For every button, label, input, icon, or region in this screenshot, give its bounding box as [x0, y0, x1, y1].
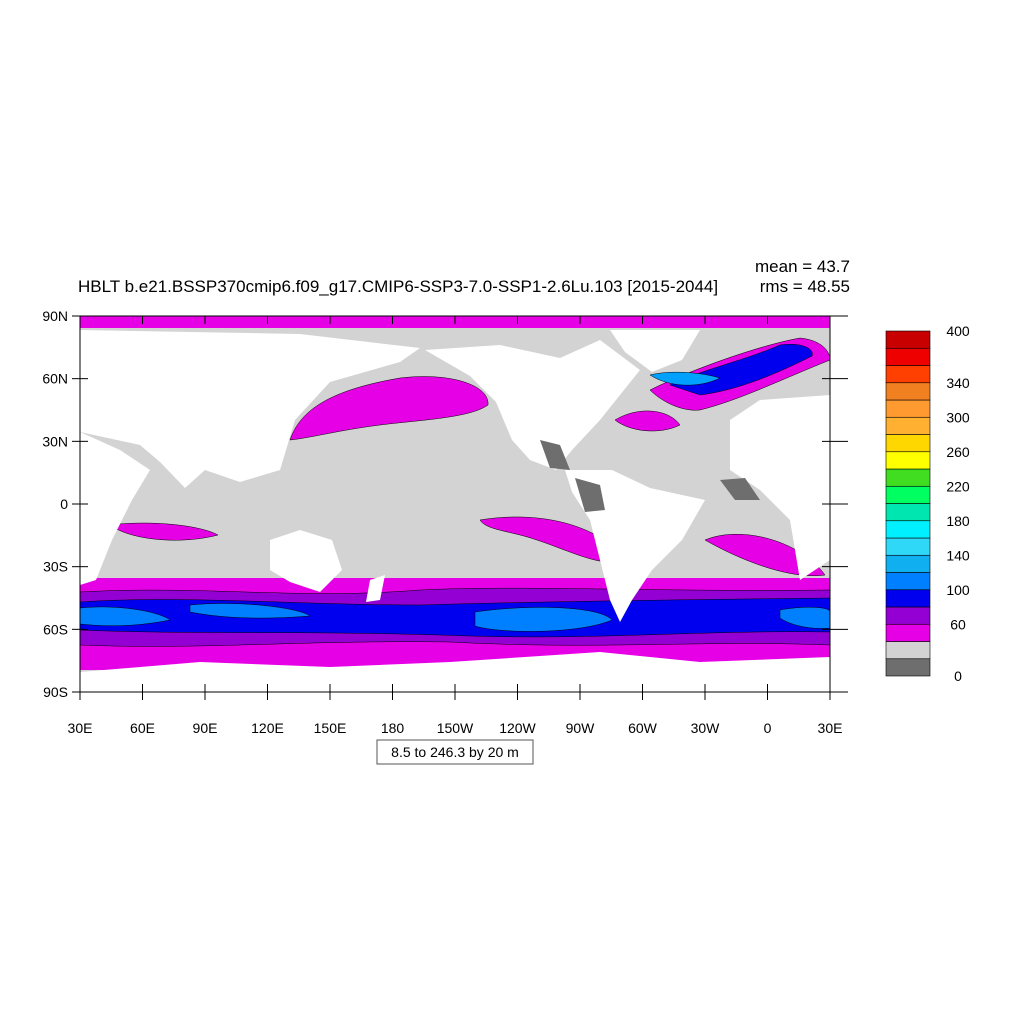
colorbar-box: [885, 606, 931, 625]
x-tick-label: 30E: [68, 720, 93, 736]
colorbar-box: [885, 520, 931, 539]
colorbar-label: 220: [946, 478, 970, 494]
southern-band: [80, 603, 830, 632]
colorbar-box: [885, 347, 931, 366]
x-tick-label: 30W: [691, 720, 721, 736]
y-tick-label: 60S: [43, 621, 68, 637]
land: [270, 530, 385, 602]
colorbar-box: [885, 451, 931, 470]
x-tick-label: 0: [764, 720, 772, 736]
land: [610, 330, 700, 372]
land: [80, 330, 420, 488]
y-tick-label: 30N: [42, 433, 68, 449]
colorbar-label: 140: [946, 547, 970, 563]
colorbar-box: [885, 485, 931, 504]
colorbar-box: [885, 434, 931, 453]
shallow-ocean: [540, 440, 760, 512]
colorbar-box: [885, 399, 931, 418]
pacific-patch: [289, 376, 489, 441]
x-tick-label: 120W: [499, 720, 536, 736]
colorbar-box: [885, 330, 931, 349]
x-tick-label: 150E: [314, 720, 347, 736]
atlantic-patch: [649, 371, 721, 386]
colorbar-label: 300: [946, 409, 970, 425]
colorbar-box: [885, 468, 931, 487]
colorbar-label: 0: [954, 668, 962, 684]
land: [80, 652, 830, 692]
land: [730, 395, 830, 580]
colorbar-label: 100: [946, 582, 970, 598]
colorbar-box: [885, 503, 931, 522]
x-tick-label: 90E: [193, 720, 218, 736]
colorbar-label: 400: [946, 323, 970, 339]
contour-info: 8.5 to 246.3 by 20 m: [391, 744, 519, 760]
colorbar-box: [885, 365, 931, 384]
colorbar-box: [885, 572, 931, 591]
y-tick-label: 90S: [43, 684, 68, 700]
colorbar-box: [885, 658, 931, 677]
colorbar-label: 340: [946, 375, 970, 391]
colorbar-label: 260: [946, 444, 970, 460]
x-tick-label: 180: [381, 720, 405, 736]
x-tick-label: 120E: [251, 720, 284, 736]
y-tick-label: 30S: [43, 559, 68, 575]
x-tick-label: 30E: [818, 720, 843, 736]
colorbar-box: [885, 623, 931, 642]
info-box: [376, 739, 534, 765]
map-title: HBLT b.e21.BSSP370cmip6.f09_g17.CMIP6-SS…: [78, 277, 718, 296]
y-tick-label: 0: [60, 496, 68, 512]
mean-stat: mean = 43.7: [755, 257, 850, 276]
colorbar-box: [885, 554, 931, 573]
map-field: [80, 316, 830, 692]
colorbar-box: [885, 416, 931, 435]
y-tick-label: 90N: [42, 308, 68, 324]
land: [425, 340, 640, 470]
y-tick-label: 60N: [42, 371, 68, 387]
colorbar-box: [885, 641, 931, 660]
x-tick-label: 60E: [130, 720, 155, 736]
x-tick-label: 90W: [566, 720, 596, 736]
colorbar-label: 180: [946, 513, 970, 529]
colorbar-box: [885, 589, 931, 608]
colorbar-label: 60: [950, 616, 966, 632]
colorbar-box: [885, 382, 931, 401]
rms-stat: rms = 48.55: [760, 277, 850, 296]
x-tick-label: 150W: [437, 720, 474, 736]
x-tick-label: 60W: [628, 720, 658, 736]
colorbar-box: [885, 537, 931, 556]
land: [80, 432, 150, 585]
